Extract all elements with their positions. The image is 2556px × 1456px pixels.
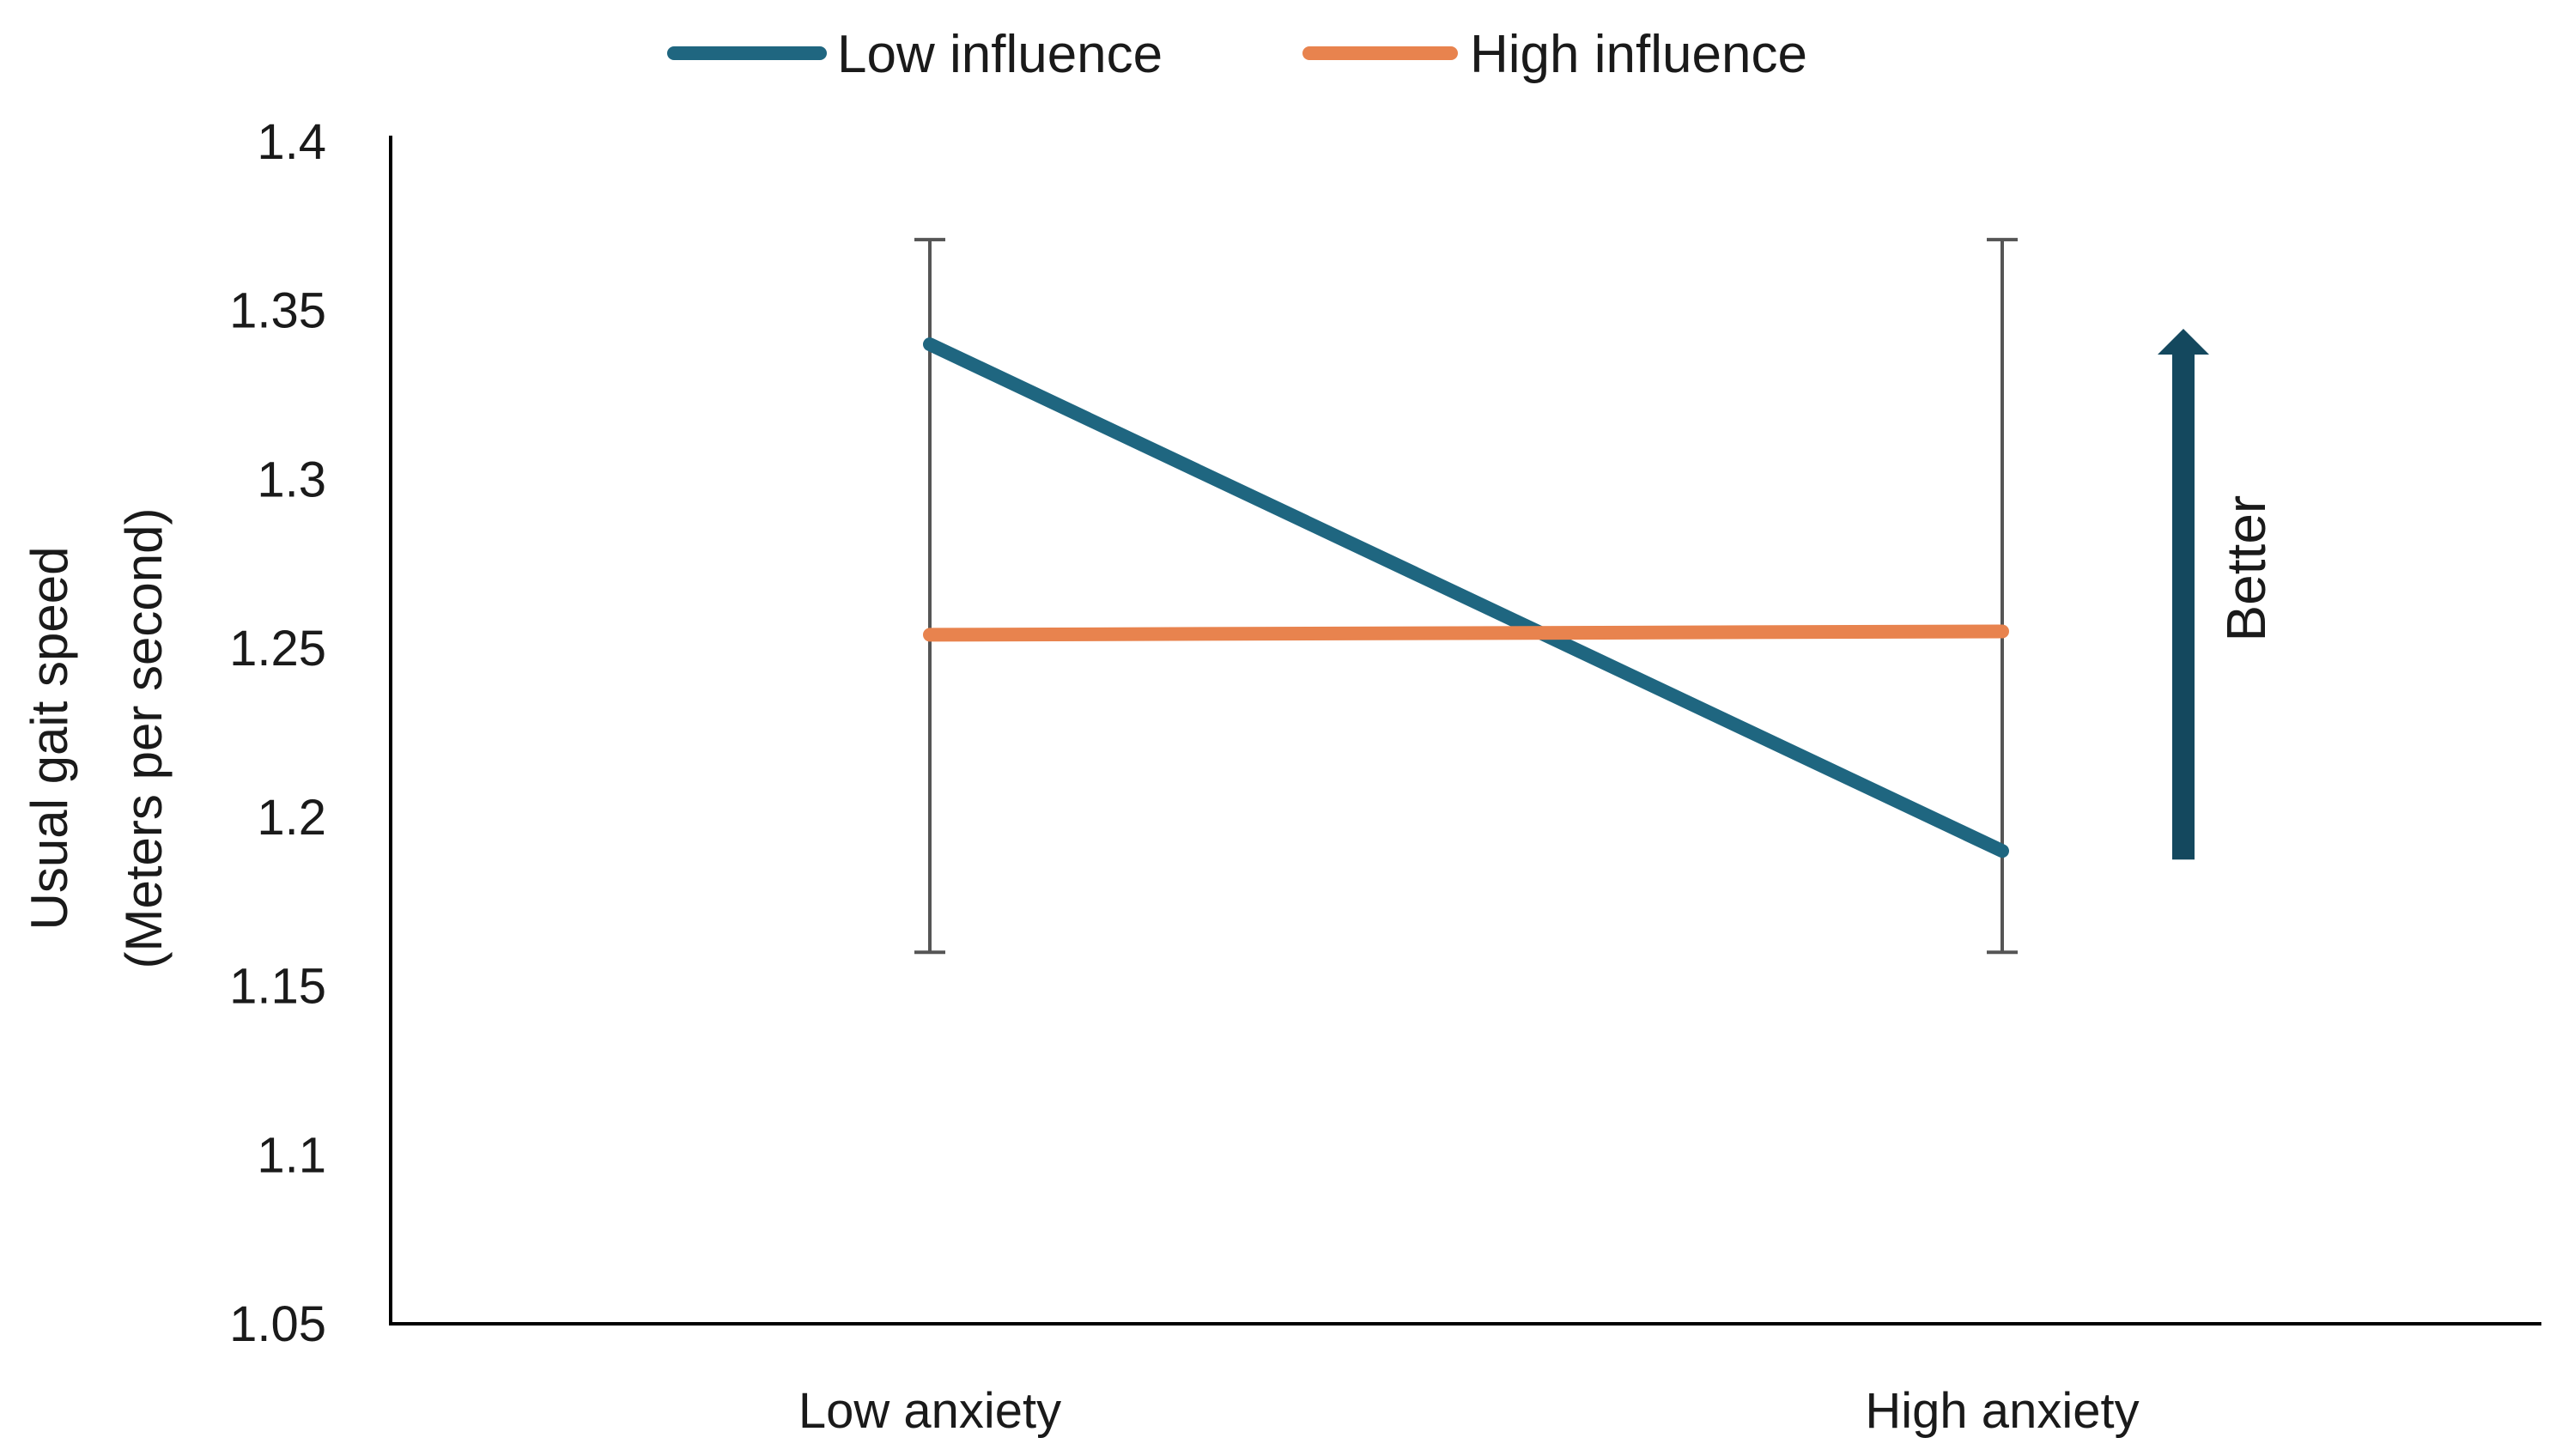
better-annotation: Better [2158, 329, 2277, 860]
x-tick-label-low-anxiety: Low anxiety [798, 1383, 1061, 1439]
series-line-low-influence [923, 337, 2009, 858]
y-tick-label: 1.35 [229, 283, 326, 339]
error-bars [914, 238, 2018, 955]
y-tick-label: 1.05 [229, 1296, 326, 1352]
legend: Low influence High influence [667, 25, 1807, 84]
error-bar-high-anxiety [1987, 238, 2018, 955]
y-tick-label: 1.25 [229, 621, 326, 676]
y-tick-label: 1.15 [229, 959, 326, 1015]
error-bar-low-anxiety [914, 238, 945, 955]
legend-label-low-influence: Low influence [837, 25, 1163, 84]
legend-label-high-influence: High influence [1470, 25, 1807, 84]
y-axis-title-line2: (Meters per second) [115, 508, 173, 969]
series-line-high-influence [923, 624, 2009, 642]
y-axis-title-line1: Usual gait speed [21, 547, 78, 931]
x-tick-labels: Low anxiety High anxiety [798, 1383, 2140, 1439]
y-tick-labels: 1.05 1.1 1.15 1.2 1.25 1.3 1.35 1.4 [229, 114, 326, 1352]
y-tick-label: 1.1 [257, 1127, 326, 1183]
y-tick-label: 1.4 [257, 114, 326, 170]
x-tick-label-high-anxiety: High anxiety [1865, 1383, 2139, 1439]
y-tick-label: 1.2 [257, 790, 326, 846]
better-label: Better [2215, 495, 2277, 642]
better-arrow-head-icon [2158, 329, 2209, 355]
y-axis-title: Usual gait speed (Meters per second) [21, 508, 173, 969]
y-tick-label: 1.3 [257, 452, 326, 507]
series-lines [923, 337, 2009, 858]
